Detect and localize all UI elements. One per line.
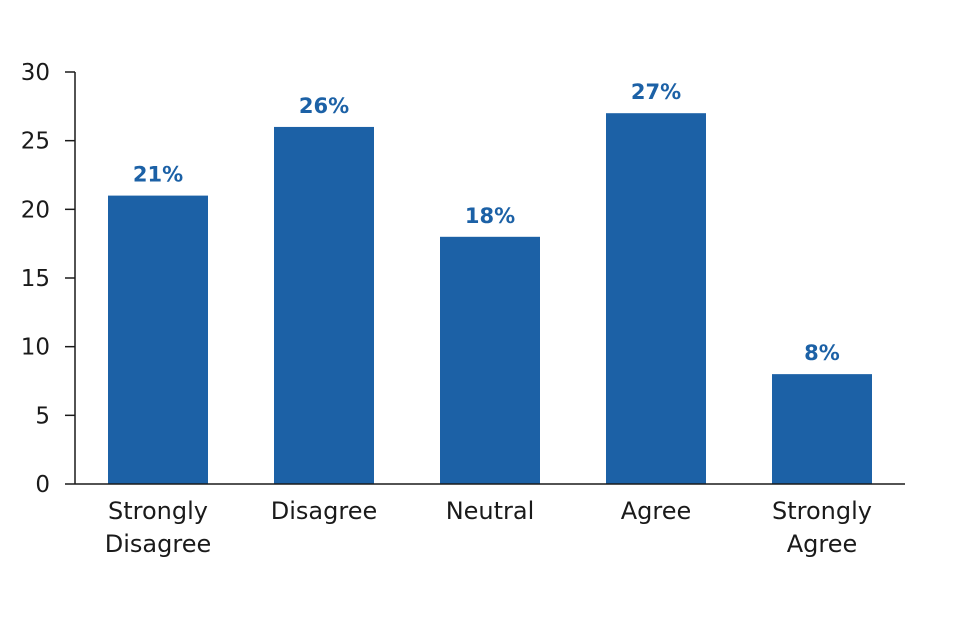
y-tick-label: 10: [21, 335, 50, 361]
data-label: 8%: [804, 341, 840, 365]
y-tick-label: 25: [21, 129, 50, 155]
y-axis: 0 5 10 15 20 25 30: [21, 60, 76, 498]
y-tick-label: 0: [35, 472, 50, 498]
bar: [274, 126, 374, 484]
x-tick-label: Agree: [787, 530, 858, 558]
x-tick-label: Agree: [621, 497, 692, 525]
x-tick-label: Neutral: [446, 497, 535, 525]
data-label: 26%: [299, 94, 349, 118]
bar: [108, 195, 208, 484]
data-labels: 21% 26% 18% 27% 8%: [133, 80, 840, 365]
bars: [108, 113, 872, 484]
bar: [772, 374, 872, 484]
x-tick-label: Strongly: [772, 497, 872, 525]
x-tick-label: Disagree: [105, 530, 211, 558]
x-tick-label: Strongly: [108, 497, 208, 525]
x-tick-label: Disagree: [271, 497, 377, 525]
data-label: 21%: [133, 163, 183, 187]
data-label: 27%: [631, 80, 681, 104]
y-tick-label: 15: [21, 266, 50, 292]
y-tick-label: 20: [21, 197, 50, 223]
y-tick-label: 5: [35, 403, 50, 429]
bar: [440, 236, 540, 484]
bar: [606, 113, 706, 484]
data-label: 18%: [465, 204, 515, 228]
y-tick-label: 30: [21, 60, 50, 86]
x-axis: Strongly Disagree Disagree Neutral Agree Stro…: [75, 483, 905, 558]
